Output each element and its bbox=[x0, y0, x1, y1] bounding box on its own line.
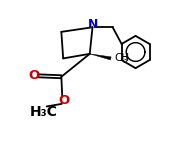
Text: CH: CH bbox=[115, 53, 130, 63]
Text: N: N bbox=[88, 18, 99, 31]
Text: 3: 3 bbox=[122, 56, 127, 65]
Text: H₃C: H₃C bbox=[30, 105, 58, 119]
Polygon shape bbox=[90, 54, 111, 60]
Text: O: O bbox=[58, 94, 69, 107]
Text: O: O bbox=[28, 69, 39, 82]
